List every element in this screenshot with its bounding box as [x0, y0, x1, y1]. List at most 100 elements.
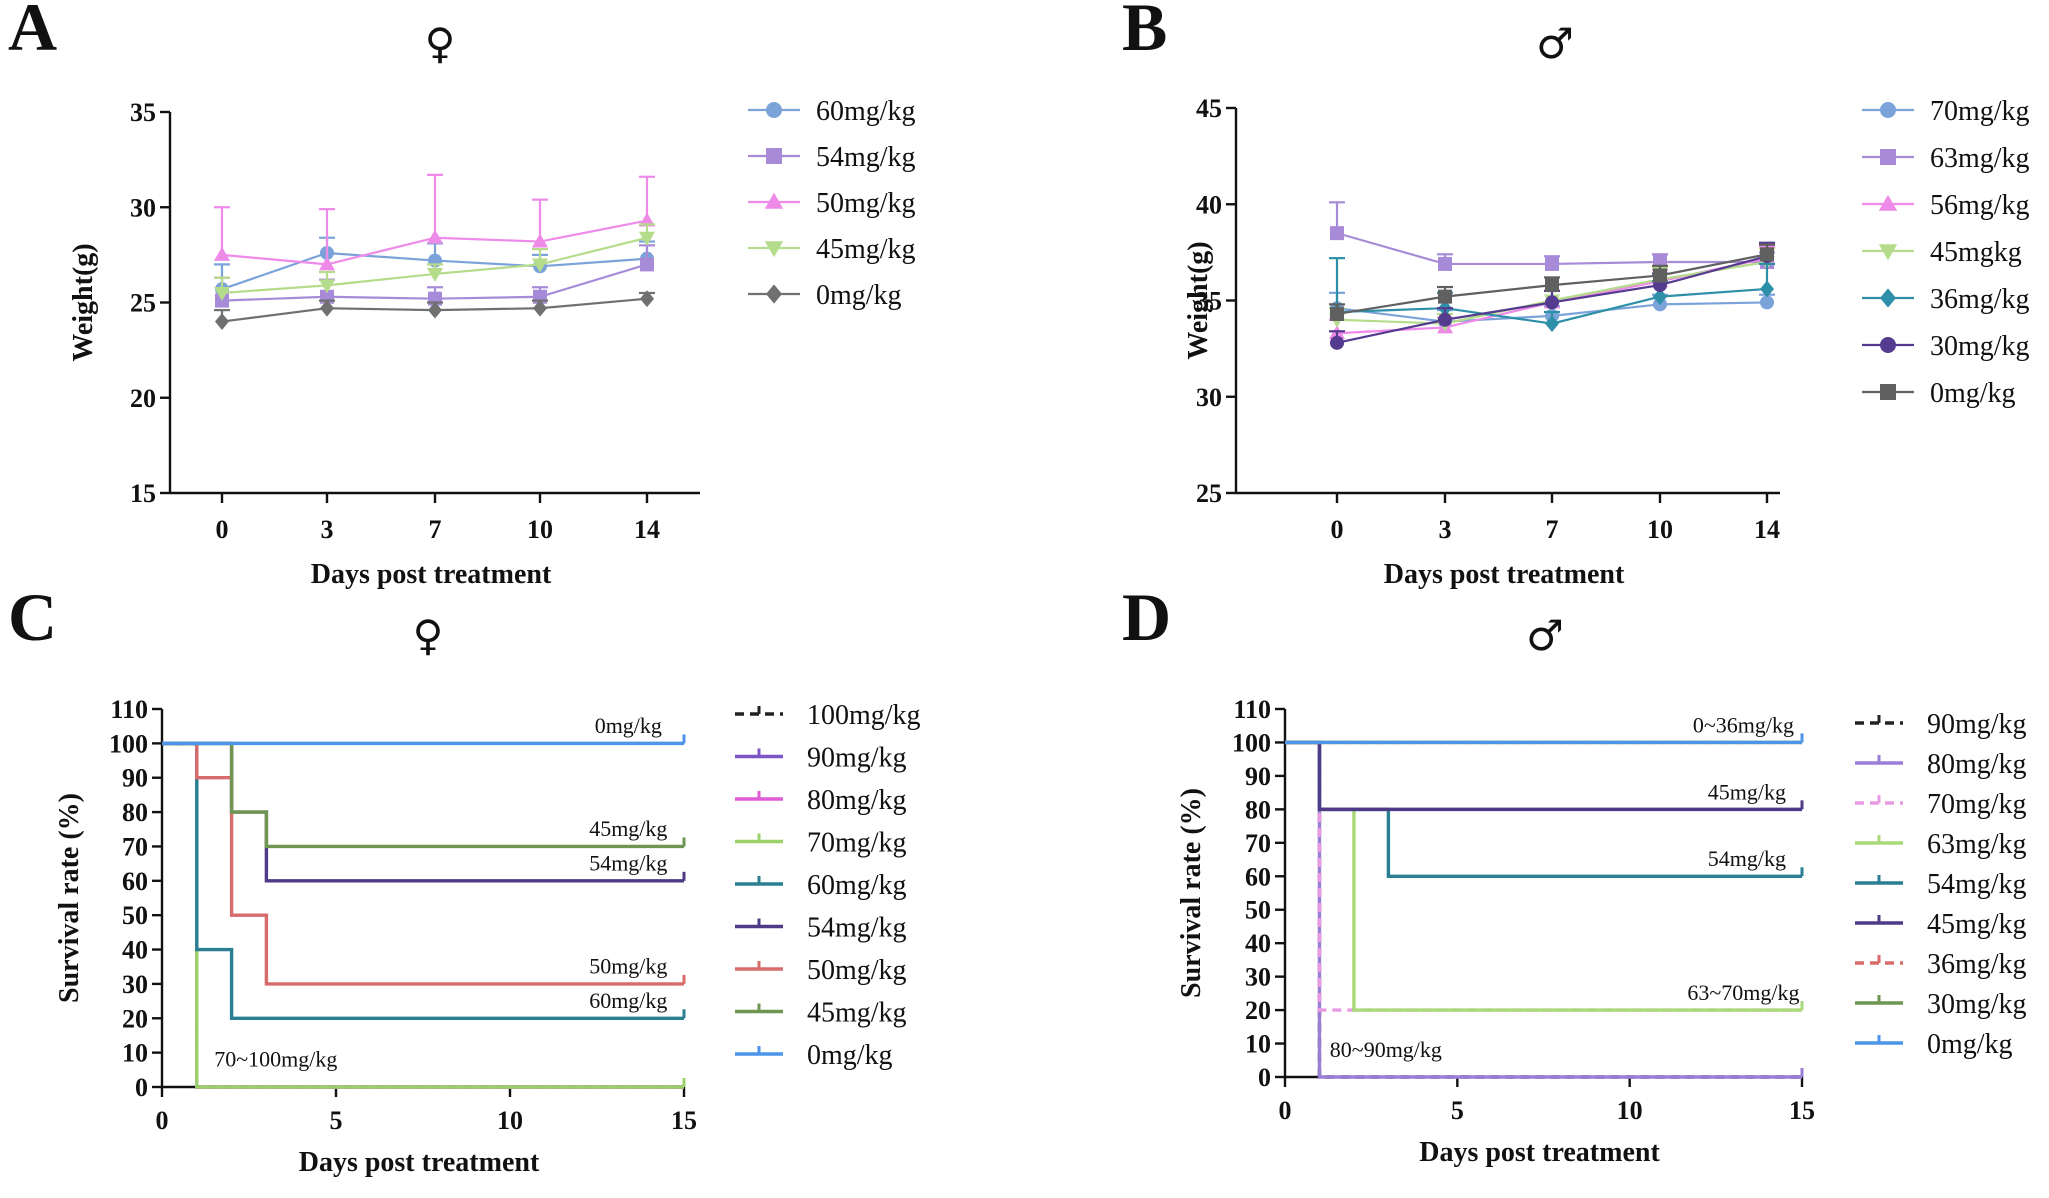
legend-item: 70mg/kg	[735, 828, 907, 859]
legend-label: 30mg/kg	[1927, 989, 2027, 1020]
y-tick-label: 40	[122, 936, 148, 965]
x-tick-label: 0	[216, 515, 229, 544]
panel-b: B ♂ 25 30 35 40 45 0 3 7 10 14 Days post treatment We…	[1122, 0, 2030, 590]
legend-item: 100mg/kg	[735, 700, 921, 731]
legend-label: 45mg/kg	[816, 234, 916, 265]
y-tick-label: 0	[1258, 1063, 1271, 1092]
x-tick-label: 5	[330, 1106, 343, 1135]
x-tick-label: 10	[1617, 1096, 1643, 1125]
panel-a: A ♀ 15 20 25 30 35 0 3 7 10 14 Days post treatment We…	[8, 0, 916, 590]
legend-item: 56mg/kg	[1862, 190, 2030, 221]
sex-symbol: ♂	[1526, 611, 1564, 660]
legend-label: 70mg/kg	[1930, 96, 2030, 127]
legend-marker	[764, 241, 784, 258]
legend-item: 90mg/kg	[1855, 709, 2027, 740]
legend-item: 54mg/kg	[735, 913, 907, 944]
legend-item: 70mg/kg	[1862, 96, 2030, 127]
legend-item: 70mg/kg	[1855, 789, 2027, 820]
series-63mg-kg	[1329, 201, 1775, 271]
y-tick-label: 30	[1245, 963, 1271, 992]
legend-item: 36mg/kg	[1855, 949, 2027, 980]
series-45mg-kg	[213, 223, 656, 302]
legend: 90mg/kg 80mg/kg 70mg/kg 63mg/kg 54mg/kg 45mg/…	[1855, 709, 2027, 1060]
annotation-label: 54mg/kg	[589, 851, 667, 876]
legend: 70mg/kg 63mg/kg 56mg/kg 45mgkg 36mg/kg 30mg/k…	[1862, 96, 2030, 409]
legend-label: 60mg/kg	[816, 96, 916, 127]
legend-label: 45mg/kg	[807, 998, 907, 1029]
y-tick-label: 90	[122, 764, 148, 793]
data-point	[1330, 306, 1344, 321]
legend-item: 30mg/kg	[1855, 989, 2027, 1020]
legend-marker	[766, 102, 782, 118]
legend-label: 0mg/kg	[1927, 1029, 2013, 1060]
legend-item: 45mg/kg	[1855, 909, 2027, 940]
legend-item: 90mg/kg	[735, 743, 907, 774]
legend-item: 30mg/kg	[1862, 331, 2030, 362]
legend-label: 36mg/kg	[1927, 949, 2027, 980]
y-tick-label: 30	[1196, 383, 1222, 412]
y-tick-label: 0	[135, 1073, 148, 1102]
legend-label: 54mg/kg	[816, 142, 916, 173]
data-point	[213, 246, 231, 261]
data-point	[531, 233, 549, 248]
data-point	[426, 267, 444, 282]
legend-marker	[1880, 288, 1896, 308]
y-tick-label: 45	[1196, 94, 1222, 123]
series-50mg-kg	[213, 173, 656, 271]
legend-label: 45mgkg	[1930, 237, 2022, 268]
annotation-label: 63~70mg/kg	[1687, 980, 1799, 1005]
y-tick-label: 110	[1233, 695, 1271, 724]
legend-item: 63mg/kg	[1862, 143, 2030, 174]
legend-item: 36mg/kg	[1862, 284, 2030, 315]
legend-label: 45mg/kg	[1927, 909, 2027, 940]
x-axis-title: Days post treatment	[299, 1147, 540, 1178]
data-point	[1653, 288, 1667, 306]
legend-item: 54mg/kg	[1855, 869, 2027, 900]
legend-label: 70mg/kg	[807, 828, 907, 859]
y-tick-label: 110	[110, 695, 148, 724]
y-tick-label: 25	[130, 289, 156, 318]
legend-item: 45mg/kg	[748, 234, 916, 265]
y-tick-label: 20	[130, 384, 156, 413]
x-tick-label: 3	[321, 515, 334, 544]
legend-item: 45mg/kg	[735, 998, 907, 1029]
series-0mg-kg	[1329, 243, 1775, 321]
data-point	[1545, 295, 1559, 310]
data-point	[1438, 289, 1452, 304]
x-axis-title: Days post treatment	[1419, 1137, 1660, 1168]
y-tick-label: 50	[122, 901, 148, 930]
x-tick-label: 0	[156, 1106, 169, 1135]
legend-label: 0mg/kg	[816, 280, 902, 311]
legend-item: 63mg/kg	[1855, 829, 2027, 860]
y-axis-title: Weight(g)	[68, 243, 99, 361]
legend-item: 50mg/kg	[735, 955, 907, 986]
data-point	[215, 313, 229, 330]
axes	[1234, 108, 1780, 495]
y-tick-label: 20	[122, 1004, 148, 1033]
data-point	[1330, 335, 1344, 350]
legend-marker	[1880, 149, 1896, 165]
legend-label: 60mg/kg	[807, 870, 907, 901]
series-0mg-kg	[1285, 733, 1804, 745]
y-tick-label: 15	[130, 479, 156, 508]
x-axis-title: Days post treatment	[311, 559, 552, 590]
x-tick-label: 15	[1789, 1096, 1815, 1125]
x-tick-label: 3	[1439, 515, 1452, 544]
data-point	[1545, 256, 1559, 271]
legend-label: 54mg/kg	[807, 913, 907, 944]
x-tick-label: 0	[1279, 1096, 1292, 1125]
y-tick-label: 35	[130, 98, 156, 127]
data-point	[531, 258, 549, 273]
legend-label: 30mg/kg	[1930, 331, 2030, 362]
y-tick-label: 30	[130, 193, 156, 222]
y-tick-label: 60	[1245, 862, 1271, 891]
y-tick-label: 50	[1245, 896, 1271, 925]
legend-item: 0mg/kg	[1862, 378, 2016, 409]
y-tick-label: 90	[1245, 762, 1271, 791]
legend-label: 54mg/kg	[1927, 869, 2027, 900]
x-tick-label: 5	[1451, 1096, 1464, 1125]
legend-label: 80mg/kg	[1927, 749, 2027, 780]
y-tick-label: 70	[122, 832, 148, 861]
legend-item: 0mg/kg	[748, 280, 902, 311]
